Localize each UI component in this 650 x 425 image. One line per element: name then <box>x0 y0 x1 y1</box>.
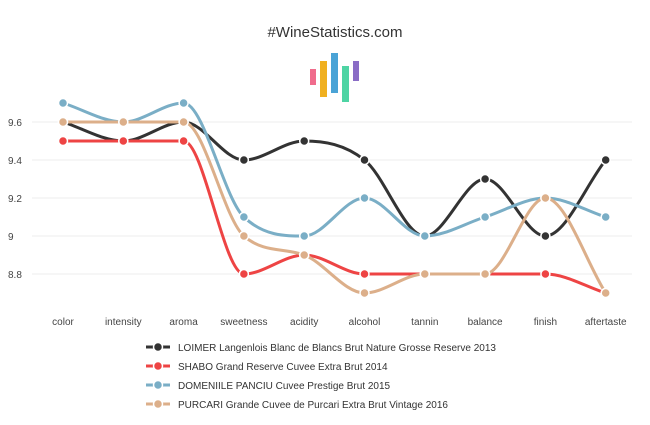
series-4-point[interactable] <box>57 116 69 128</box>
legend: LOIMER Langenlois Blanc de Blancs Brut N… <box>146 341 496 412</box>
legend-swatch-dot <box>152 360 164 372</box>
series-1-point[interactable] <box>238 154 250 166</box>
y-tick-label: 9.6 <box>8 118 22 129</box>
series-4-point[interactable] <box>479 268 491 280</box>
x-axis-ticks: color intensity aroma sweetness acidity alcoh… <box>52 317 627 328</box>
series-line-3[interactable] <box>61 101 608 238</box>
y-tick-label: 9.4 <box>8 156 22 167</box>
series-3-point[interactable] <box>57 97 69 109</box>
series-4-point[interactable] <box>419 268 431 280</box>
y-axis-ticks: 8.8 9 9.2 9.4 9.6 <box>8 118 22 281</box>
x-tick-label: aroma <box>169 317 198 328</box>
y-tick-label: 8.8 <box>8 270 22 281</box>
legend-item-1[interactable]: LOIMER Langenlois Blanc de Blancs Brut N… <box>146 341 496 355</box>
x-tick-label: acidity <box>290 317 318 328</box>
series-1-point[interactable] <box>359 154 370 166</box>
series-2-point[interactable] <box>57 135 69 147</box>
series-2-point[interactable] <box>359 268 370 280</box>
legend-label: DOMENIILE PANCIU Cuvee Prestige Brut 201… <box>178 381 391 392</box>
legend-label: LOIMER Langenlois Blanc de Blancs Brut N… <box>178 343 496 354</box>
logo-bar <box>320 61 327 97</box>
series-4-point[interactable] <box>118 116 129 128</box>
logo-bar <box>310 69 316 85</box>
x-tick-label: balance <box>468 317 503 328</box>
site-title[interactable]: #WineStatistics.com <box>267 24 402 41</box>
series-4-point[interactable] <box>298 249 310 261</box>
legend-item-2[interactable]: SHABO Grand Reserve Cuvee Extra Brut 201… <box>146 360 388 374</box>
y-tick-label: 9 <box>8 232 14 243</box>
series-2-point[interactable] <box>540 268 551 280</box>
y-tick-label: 9.2 <box>8 194 22 205</box>
series-2-point[interactable] <box>118 135 129 147</box>
series-3-point[interactable] <box>298 230 310 242</box>
legend-item-3[interactable]: DOMENIILE PANCIU Cuvee Prestige Brut 201… <box>146 379 391 393</box>
series-1-point[interactable] <box>600 154 611 166</box>
series-3-point[interactable] <box>359 192 370 204</box>
x-tick-label: color <box>52 317 74 328</box>
series-line-4[interactable] <box>61 120 608 295</box>
series-3-point[interactable] <box>419 230 431 242</box>
series-3-point[interactable] <box>238 211 250 223</box>
series-lines <box>61 101 608 295</box>
x-tick-label: tannin <box>411 317 438 328</box>
legend-label: SHABO Grand Reserve Cuvee Extra Brut 201… <box>178 362 388 373</box>
series-1-point[interactable] <box>540 230 551 242</box>
series-1-point[interactable] <box>479 173 491 185</box>
logo-bar <box>342 66 349 102</box>
series-3-point[interactable] <box>178 97 189 109</box>
x-tick-label: intensity <box>105 317 142 328</box>
logo-bar <box>353 61 359 81</box>
legend-swatch-dot <box>152 398 164 410</box>
wine-statistics-logo <box>310 53 359 102</box>
series-1-point[interactable] <box>298 135 310 147</box>
x-tick-label: alcohol <box>349 317 381 328</box>
series-2-point[interactable] <box>238 268 250 280</box>
series-2-point[interactable] <box>178 135 189 147</box>
series-3-point[interactable] <box>600 211 611 223</box>
x-tick-label: aftertaste <box>585 317 627 328</box>
series-4-point[interactable] <box>178 116 189 128</box>
series-4-point[interactable] <box>238 230 250 242</box>
legend-item-4[interactable]: PURCARI Grande Cuvee de Purcari Extra Br… <box>146 398 448 412</box>
x-tick-label: sweetness <box>220 317 267 328</box>
series-4-point[interactable] <box>540 192 551 204</box>
legend-swatch-dot <box>152 341 164 353</box>
series-line-2[interactable] <box>61 139 608 295</box>
series-points <box>57 97 611 299</box>
x-tick-label: finish <box>534 317 557 328</box>
legend-swatch-dot <box>152 379 164 391</box>
legend-label: PURCARI Grande Cuvee de Purcari Extra Br… <box>178 400 448 411</box>
series-4-point[interactable] <box>600 287 611 299</box>
series-3-point[interactable] <box>479 211 491 223</box>
logo-bar <box>331 53 338 93</box>
series-4-point[interactable] <box>359 287 370 299</box>
